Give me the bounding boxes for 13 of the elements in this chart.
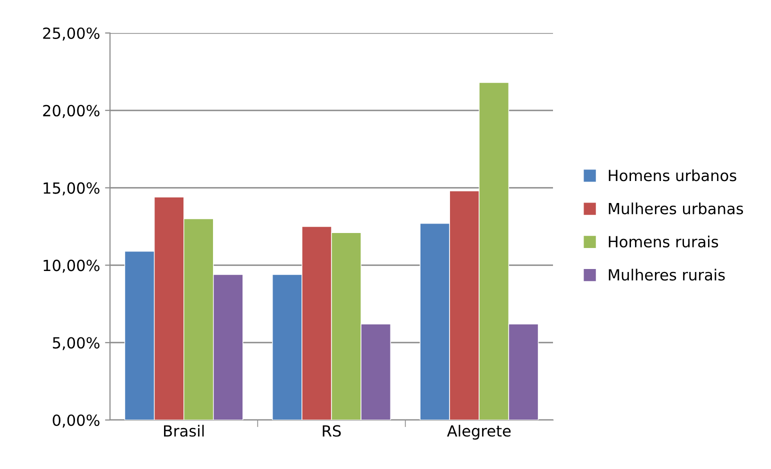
x-tick-label: Brasil — [164, 424, 204, 437]
y-tick-label: 25,00% — [43, 27, 100, 41]
x-tick-label: Alegrete — [447, 424, 511, 440]
y-tick-label: 0,00% — [52, 414, 100, 428]
y-tick-label: 15,00% — [44, 182, 100, 196]
y-tick-label: 20,00% — [43, 104, 100, 118]
legend-label: Homens urbanos — [608, 169, 736, 182]
legend-label: Mulheres urbanas — [608, 202, 744, 214]
y-tick-label: 5,00% — [52, 337, 100, 350]
x-tick-label: RS — [322, 425, 341, 437]
legend-label: Homens rurais — [608, 236, 718, 248]
y-tick-label: 10,00% — [44, 260, 100, 273]
legend-label: Mulheres rurais — [608, 268, 725, 281]
